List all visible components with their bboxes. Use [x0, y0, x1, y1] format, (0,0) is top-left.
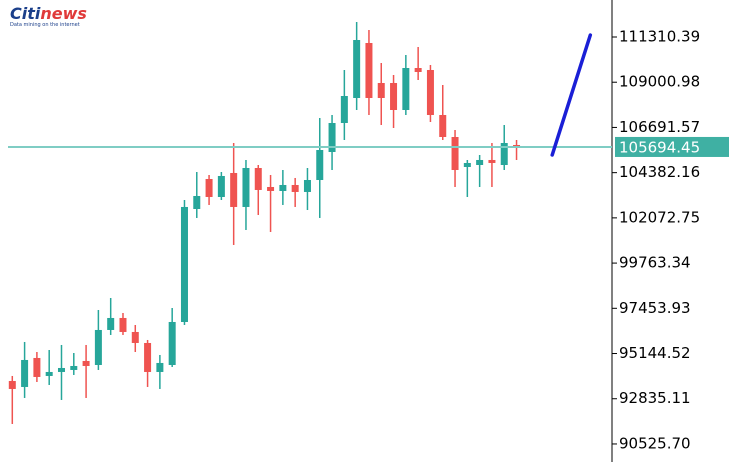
y-tick-label: 99763.34	[619, 254, 691, 272]
candle-body	[488, 159, 496, 163]
candle-body	[144, 342, 152, 372]
candle-body	[8, 380, 16, 389]
candle-body	[402, 68, 410, 110]
candle-body	[500, 142, 508, 165]
candle-body	[33, 357, 41, 377]
candle-body	[291, 184, 299, 192]
y-tick-label: 106691.57	[619, 118, 700, 136]
y-tick-label: 104382.16	[619, 163, 700, 181]
y-tick-label: 90525.70	[619, 434, 691, 452]
candle-body	[230, 172, 238, 207]
candle-body	[390, 82, 398, 110]
candle-body	[193, 195, 201, 209]
candle-body	[316, 150, 324, 180]
candle-body	[439, 114, 447, 138]
candle-body	[267, 186, 275, 191]
candle-body	[414, 68, 422, 72]
candle-body	[168, 321, 176, 365]
candle-body	[131, 331, 139, 343]
candle-body	[156, 362, 164, 372]
candle-body	[377, 82, 385, 98]
candle-body	[107, 317, 115, 330]
y-tick-label: 92835.11	[619, 389, 691, 407]
logo-brand: news	[40, 4, 87, 23]
y-tick-label: 97453.93	[619, 299, 691, 317]
candle-body	[205, 178, 213, 197]
y-tick-label: 95144.52	[619, 344, 691, 362]
current-price-label: 105694.45	[619, 138, 700, 156]
y-tick-label: 102072.75	[619, 208, 700, 226]
candle-body	[328, 123, 336, 152]
logo: Citinews Data mining on the internet	[10, 6, 87, 28]
candle-body	[279, 184, 287, 191]
candle-body	[426, 69, 434, 115]
logo-tagline: Data mining on the internet	[10, 22, 80, 28]
candle-body	[94, 329, 102, 365]
y-tick-label: 109000.98	[619, 73, 700, 91]
candle-body	[217, 175, 225, 197]
logo-brand: Citi	[10, 4, 41, 23]
candle-body	[303, 179, 311, 192]
candle-body	[21, 359, 29, 387]
candle-body	[242, 167, 250, 207]
current-price-box	[615, 136, 729, 157]
candle-body	[451, 137, 459, 170]
candle-body	[365, 42, 373, 98]
candle-body	[57, 367, 65, 372]
candle-body	[353, 40, 361, 98]
candle-body	[463, 162, 471, 167]
candle-body	[180, 206, 188, 322]
candle-body	[476, 159, 484, 165]
candle-body	[70, 365, 78, 370]
projection-line	[550, 33, 593, 157]
candle-body	[82, 360, 90, 366]
candle-body	[119, 317, 127, 332]
candle-body	[340, 95, 348, 124]
candle-body	[254, 167, 262, 190]
y-tick-label: 111310.39	[619, 27, 700, 45]
candle-body	[45, 371, 53, 376]
